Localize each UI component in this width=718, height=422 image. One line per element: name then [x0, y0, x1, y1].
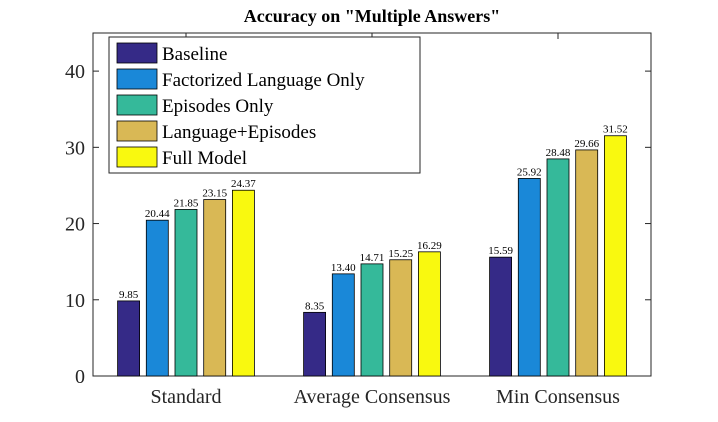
bar-value-label: 13.40: [331, 262, 356, 274]
bar: [145, 219, 169, 377]
bar-value-label: 25.92: [517, 166, 542, 178]
legend-swatch: [116, 68, 158, 90]
bar-value-label: 28.48: [546, 147, 571, 159]
bar: [174, 209, 198, 377]
bar-value-label: 29.66: [574, 138, 599, 150]
bar-value-label: 23.15: [202, 188, 227, 200]
bar: [389, 259, 413, 377]
bar: [417, 251, 441, 377]
bar-value-label: 8.35: [305, 300, 325, 312]
legend-box: [108, 36, 421, 174]
bar: [517, 178, 541, 377]
chart-title: Accuracy on "Multiple Answers": [244, 6, 500, 26]
legend-label: Baseline: [162, 44, 227, 65]
bar: [203, 199, 227, 377]
bar-value-label: 16.29: [417, 240, 442, 252]
bar: [360, 263, 384, 377]
bar-value-label: 15.59: [488, 245, 513, 257]
bar-value-label: 20.44: [145, 208, 170, 220]
y-tick-label: 10: [65, 290, 85, 312]
bar: [489, 256, 513, 377]
y-tick-label: 40: [65, 61, 85, 83]
bar: [117, 300, 140, 377]
x-tick-label: Min Consensus: [496, 386, 620, 408]
bar-value-label: 24.37: [231, 178, 256, 190]
x-tick-label: Standard: [150, 386, 221, 408]
bar: [604, 135, 627, 377]
x-axis: Standard Average Consensus Min Consensus: [150, 33, 620, 408]
bar: [331, 273, 355, 377]
legend-label: Full Model: [162, 148, 247, 169]
legend-label: Language+Episodes: [162, 122, 316, 143]
bar: [575, 149, 599, 377]
legend-swatch: [116, 146, 158, 168]
bar: [231, 189, 255, 377]
legend: Baseline Factorized Language Only Episodes…: [108, 36, 421, 174]
bar-value-label: 14.71: [360, 252, 385, 264]
y-tick-label: 30: [65, 137, 85, 159]
legend-swatch: [116, 94, 158, 116]
legend-label: Factorized Language Only: [162, 70, 365, 91]
x-tick-label: Average Consensus: [294, 386, 451, 408]
bar-value-label: 15.25: [388, 248, 413, 260]
y-tick-label: 20: [65, 214, 85, 236]
legend-swatch: [116, 42, 158, 64]
bar: [303, 311, 327, 377]
legend-swatch: [116, 120, 158, 142]
y-axis: 0 10 20 30 40: [65, 61, 651, 388]
bar-value-label: 21.85: [174, 197, 199, 209]
y-tick-label: 0: [75, 366, 85, 388]
bar: [546, 158, 570, 377]
bar-value-label: 9.85: [119, 289, 139, 301]
bar-value-label: 31.52: [603, 124, 628, 136]
legend-label: Episodes Only: [162, 96, 274, 117]
